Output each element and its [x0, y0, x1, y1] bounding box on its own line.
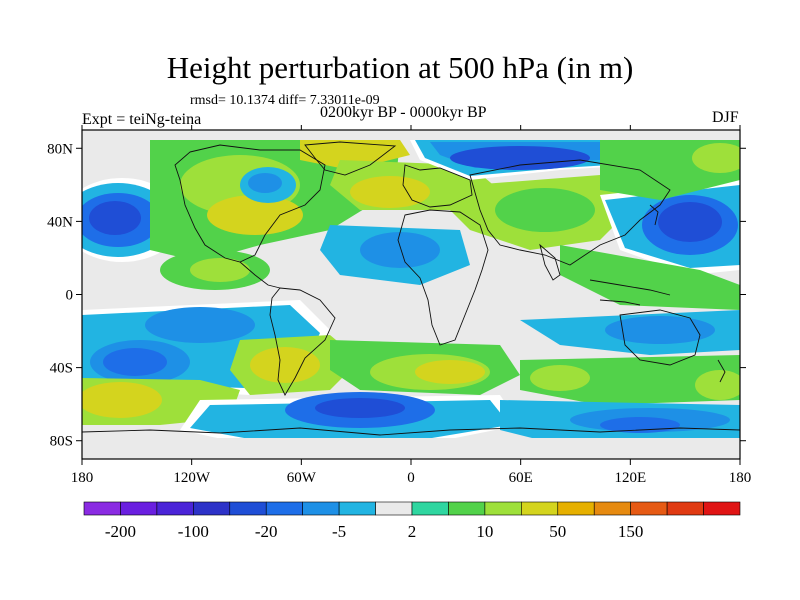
lat-tick-label: 0 [66, 288, 74, 304]
indian-high-core [530, 365, 590, 391]
colorbar-box [83, 501, 121, 516]
atlantic-high-core [350, 176, 430, 208]
colorbar-box [411, 501, 449, 516]
tropical-west [560, 245, 740, 310]
antarctic-neutral [82, 438, 740, 459]
greenland-high [300, 140, 410, 170]
tasman-high [695, 370, 740, 400]
samerica-coast [269, 287, 336, 396]
colorbar-label: -5 [332, 522, 346, 541]
bering-high [692, 143, 740, 173]
season-label: DJF [712, 109, 739, 126]
colorbar-label: 150 [618, 522, 644, 541]
coastlines [82, 141, 740, 436]
south-pacific-center [103, 348, 167, 376]
colorbar-box [630, 501, 668, 516]
colorbar-box [593, 501, 631, 516]
colorbar-box [448, 501, 486, 516]
colorbar-label: 50 [549, 522, 566, 541]
colorbar-box [338, 501, 376, 516]
south-pacific-core [145, 307, 255, 343]
newzealand-coast [717, 359, 726, 383]
pacific-blob-center [89, 201, 141, 235]
colorbar-box [265, 501, 303, 516]
namerica-coast [174, 144, 326, 263]
us-high [207, 195, 303, 235]
lon-tick-label: 0 [407, 470, 415, 486]
lat-tick-label: 40S [50, 361, 73, 377]
lon-tick-label: 60E [509, 470, 533, 486]
greenland-coast [304, 141, 397, 176]
sea-islands-coast [589, 279, 671, 306]
colorbar-box [229, 501, 267, 516]
lon-tick-label: 180 [71, 470, 94, 486]
colorbar-box [521, 501, 559, 516]
lon-tick-label: 120E [614, 470, 646, 486]
lon-tick-label: 60W [287, 470, 317, 486]
axis-ticks: 80N 40N 0 40S 80S 180 120W 60W 0 60E 120E 180 [47, 125, 751, 486]
antarctica-coast [82, 427, 740, 436]
colorbar-box [375, 501, 413, 516]
stats-text: rmsd= 10.1374 diff= 7.33011e-09 [190, 93, 380, 108]
colorbar-box [193, 501, 231, 516]
australia-coast [619, 309, 701, 366]
colorbar-box [302, 501, 340, 516]
colorbar-label: 2 [408, 522, 417, 541]
colorbar-label: 10 [476, 522, 493, 541]
patagonia-high-core [250, 347, 320, 383]
japan-coast [649, 204, 659, 226]
npac-low-center [658, 202, 722, 242]
india-coast [539, 243, 561, 281]
siberia-low [450, 146, 590, 170]
centralamerica-coast [239, 261, 281, 289]
africa-coast [397, 209, 489, 346]
contour-map [82, 130, 740, 459]
lon-tick-label: 120W [173, 470, 211, 486]
lat-tick-label: 80N [47, 141, 73, 157]
indian-low-core [605, 316, 715, 344]
colorbar-box [484, 501, 522, 516]
experiment-label: Expt = teiNg-teina [82, 111, 202, 128]
satlantic-high-core [415, 360, 485, 384]
southern-ocean-center [315, 398, 405, 418]
antarctic-low-center [600, 417, 680, 433]
colorbar-box [666, 501, 704, 516]
period-label: 0200kyr BP - 0000kyr BP [320, 104, 487, 121]
colorbar-box [703, 501, 741, 516]
colorbar-box [557, 501, 595, 516]
plot-title: Height perturbation at 500 hPa (in m) [166, 50, 634, 85]
asia-green [495, 188, 595, 232]
lat-tick-label: 40N [47, 214, 73, 230]
lon-tick-label: 180 [729, 470, 752, 486]
colorbar-box [120, 501, 158, 516]
lat-tick-label: 80S [50, 434, 73, 450]
south-pacific-high-core [82, 382, 162, 418]
colorbar-label: -100 [178, 522, 209, 541]
hudson-low-core [248, 173, 282, 193]
mexico-high [190, 258, 250, 282]
europe-coast [402, 164, 473, 208]
sahara-low-core [360, 232, 440, 268]
asia-coast [469, 159, 671, 266]
colorbar: -200 -100 -20 -5 2 10 50 150 [83, 501, 741, 541]
colorbar-label: -200 [105, 522, 136, 541]
colorbar-box [156, 501, 194, 516]
colorbar-label: -20 [255, 522, 278, 541]
